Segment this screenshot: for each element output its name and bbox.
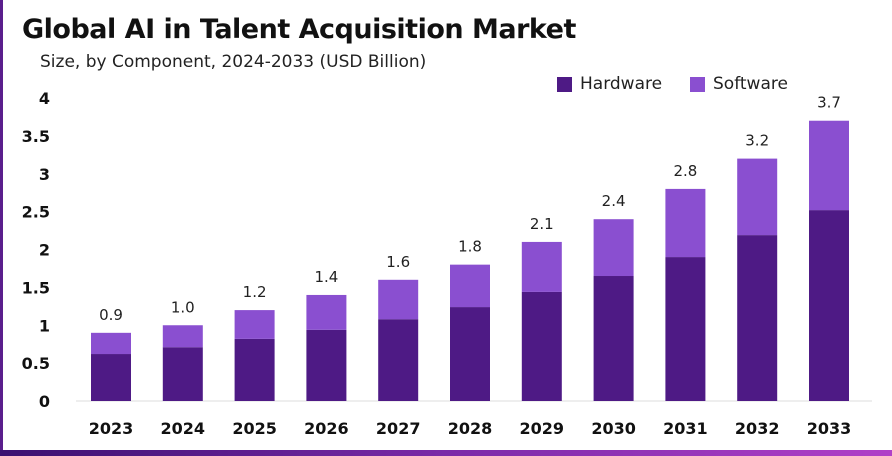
- y-tick-label: 3: [39, 165, 50, 184]
- chart-subtitle: Size, by Component, 2024-2033 (USD Billi…: [40, 52, 427, 72]
- total-label-2030: 2.4: [602, 192, 626, 210]
- y-tick-label: 2.5: [22, 203, 50, 222]
- total-label-2032: 3.2: [745, 132, 769, 150]
- bar-hardware-2027: [378, 319, 419, 401]
- legend-swatch-software: [690, 76, 705, 92]
- x-tick-label: 2031: [663, 419, 708, 438]
- total-label-2027: 1.6: [386, 253, 410, 271]
- legend-hardware: Hardware: [557, 74, 662, 94]
- y-tick-label: 1.5: [22, 278, 50, 297]
- total-label-2023: 0.9: [99, 306, 123, 324]
- total-label-2025: 1.2: [243, 283, 267, 301]
- bar-software-2030: [593, 219, 634, 277]
- bar-hardware-2032: [737, 235, 778, 401]
- x-tick-label: 2026: [304, 419, 349, 438]
- total-label-2026: 1.4: [314, 268, 338, 286]
- bottom-border: [0, 450, 892, 456]
- bar-hardware-2028: [450, 307, 490, 401]
- y-tick-label: 2: [39, 241, 50, 260]
- bar-software-2027: [378, 279, 419, 320]
- bar-software-2032: [737, 158, 778, 236]
- x-tick-label: 2023: [89, 419, 134, 438]
- x-tick-label: 2033: [807, 419, 852, 438]
- x-tick-label: 2028: [448, 419, 493, 438]
- legend-label-software: Software: [713, 74, 788, 94]
- legend-software: Software: [690, 74, 788, 94]
- bar-hardware-2023: [91, 354, 131, 401]
- y-tick-label: 0: [39, 392, 50, 411]
- bar-hardware-2030: [593, 276, 634, 401]
- x-tick-label: 2030: [591, 419, 636, 438]
- total-label-2024: 1.0: [171, 298, 195, 316]
- chart-title: Global AI in Talent Acquisition Market: [22, 14, 576, 45]
- y-tick-label: 0.5: [22, 354, 50, 373]
- total-label-2033: 3.7: [817, 94, 841, 112]
- x-tick-label: 2024: [161, 419, 206, 438]
- bar-hardware-2024: [162, 347, 203, 401]
- x-tick-label: 2025: [232, 419, 277, 438]
- bar-software-2024: [162, 325, 203, 348]
- x-tick-label: 2032: [735, 419, 780, 438]
- x-tick-label: 2027: [376, 419, 421, 438]
- bar-software-2029: [521, 241, 562, 292]
- bar-hardware-2026: [306, 329, 347, 401]
- bar-software-2023: [91, 332, 131, 355]
- bar-hardware-2033: [809, 210, 849, 401]
- x-tick-label: 2029: [520, 419, 565, 438]
- bar-software-2026: [306, 294, 347, 330]
- bar-software-2033: [809, 120, 849, 211]
- bar-hardware-2031: [665, 257, 706, 401]
- bar-software-2028: [450, 264, 490, 308]
- bar-hardware-2029: [521, 291, 562, 401]
- total-label-2031: 2.8: [673, 162, 697, 180]
- left-border: [0, 0, 3, 456]
- legend-label-hardware: Hardware: [580, 74, 663, 94]
- bar-software-2031: [665, 188, 706, 258]
- y-tick-label: 3.5: [22, 127, 50, 146]
- total-label-2029: 2.1: [530, 215, 554, 233]
- y-tick-label: 1: [39, 316, 50, 335]
- y-tick-label: 4: [39, 89, 50, 108]
- bar-software-2025: [234, 310, 275, 339]
- legend-swatch-hardware: [557, 76, 572, 92]
- total-label-2028: 1.8: [458, 238, 482, 256]
- bar-hardware-2025: [234, 338, 275, 401]
